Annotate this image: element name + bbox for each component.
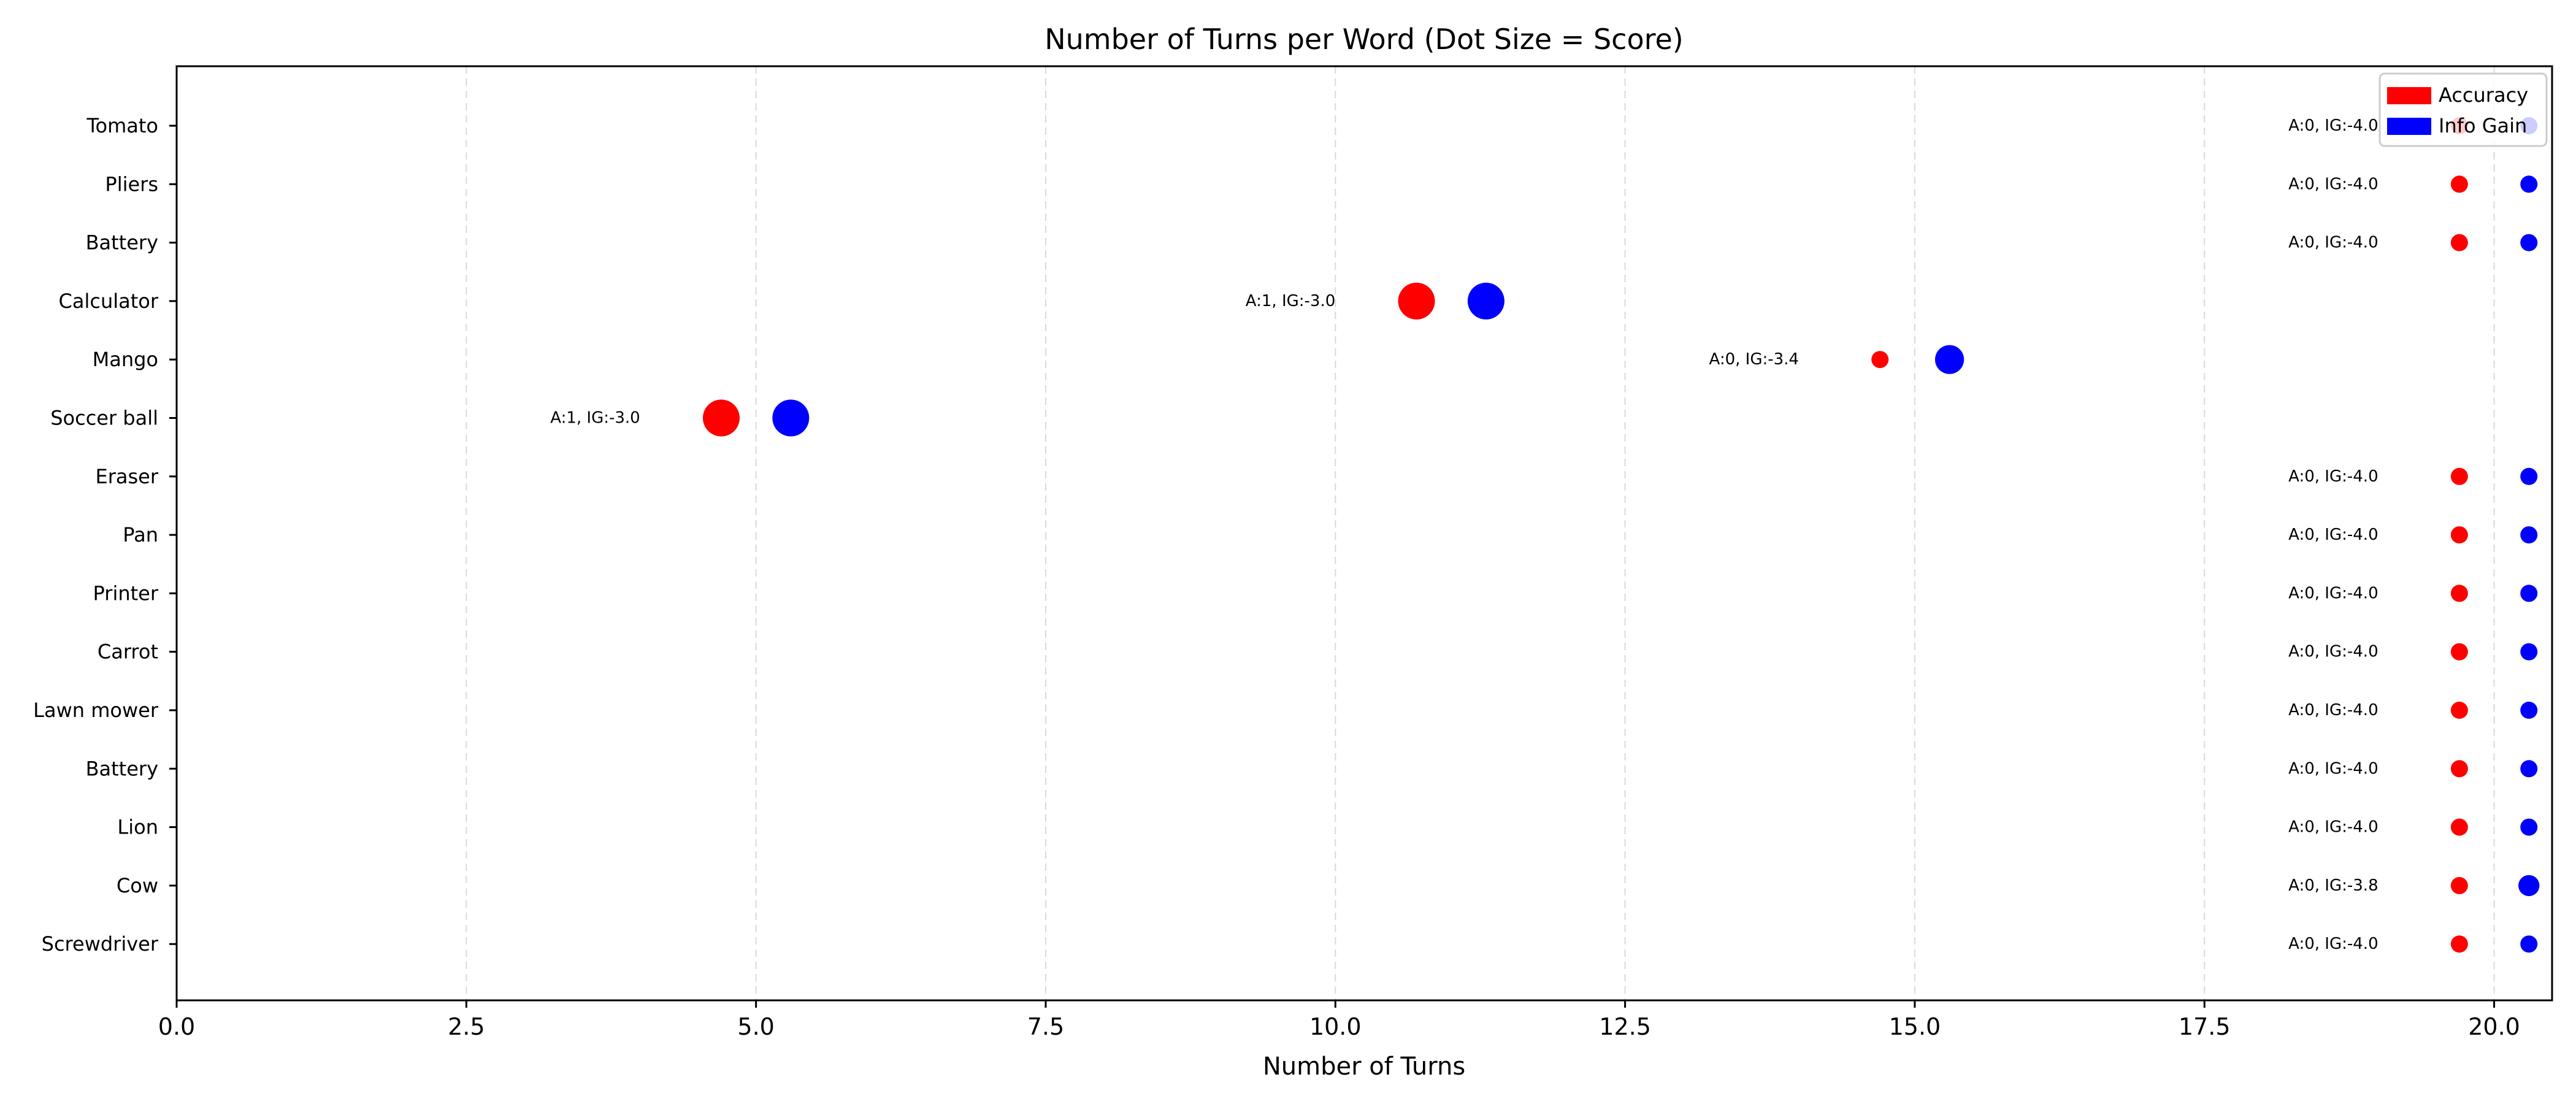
plot-frame bbox=[175, 65, 2553, 1002]
annotation-label: A:0, IG:-4.0 bbox=[2288, 117, 2378, 135]
x-axis-label: Number of Turns bbox=[1263, 1052, 1465, 1081]
annotation-label: A:0, IG:-3.4 bbox=[1709, 350, 1799, 369]
y-tick-label: Screwdriver bbox=[42, 932, 159, 956]
annotation-label: A:0, IG:-4.0 bbox=[2288, 526, 2378, 544]
info-gain-point bbox=[2520, 175, 2538, 193]
annotation-label: A:0, IG:-4.0 bbox=[2288, 643, 2378, 661]
grid bbox=[466, 66, 2495, 1000]
legend: Accuracy Info Gain bbox=[2379, 72, 2548, 147]
info-gain-point bbox=[2520, 760, 2538, 778]
annotation-label: A:0, IG:-4.0 bbox=[2288, 759, 2378, 778]
legend-swatch bbox=[2387, 118, 2431, 135]
x-axis: 0.0 2.5 5.0 7.5 10.0 12.5 15.0 17.5 20.0 bbox=[158, 1000, 2520, 1040]
y-tick-label: Pliers bbox=[105, 172, 158, 196]
accuracy-point bbox=[2450, 585, 2468, 602]
x-tick-label: 12.5 bbox=[1599, 1013, 1651, 1040]
accuracy-point bbox=[2450, 643, 2468, 661]
y-tick-label: Soccer ball bbox=[50, 407, 158, 430]
y-tick-label: Lion bbox=[117, 816, 158, 839]
annotation-label: A:0, IG:-4.0 bbox=[2288, 935, 2378, 953]
accuracy-point bbox=[2450, 760, 2468, 778]
accuracy-point bbox=[2450, 702, 2468, 719]
annotation-label: A:0, IG:-4.0 bbox=[2288, 818, 2378, 837]
y-tick-label: Mango bbox=[93, 348, 158, 371]
accuracy-point bbox=[702, 399, 740, 437]
info-gain-point bbox=[2520, 234, 2538, 251]
accuracy-point bbox=[2450, 234, 2468, 251]
info-gain-point bbox=[2520, 467, 2538, 485]
x-tick-label: 17.5 bbox=[2179, 1013, 2231, 1040]
y-tick-label: Carrot bbox=[98, 640, 158, 664]
annotation-label: A:0, IG:-4.0 bbox=[2288, 467, 2378, 486]
accuracy-point bbox=[2450, 526, 2468, 544]
annotation-label: A:0, IG:-4.0 bbox=[2288, 175, 2378, 193]
annotation-label: A:0, IG:-4.0 bbox=[2288, 234, 2378, 252]
accuracy-point bbox=[2450, 467, 2468, 485]
x-tick-label: 2.5 bbox=[448, 1013, 485, 1040]
legend-swatch bbox=[2387, 87, 2431, 104]
x-tick-label: 10.0 bbox=[1309, 1013, 1362, 1040]
accuracy-point bbox=[2450, 876, 2468, 894]
x-tick-label: 0.0 bbox=[158, 1013, 195, 1040]
data-points bbox=[702, 117, 2540, 953]
y-tick-label: Tomato bbox=[86, 114, 158, 137]
info-gain-point bbox=[2518, 875, 2540, 897]
y-tick-label: Cow bbox=[117, 874, 158, 897]
info-gain-point bbox=[1934, 345, 1965, 374]
annotation-label: A:0, IG:-3.8 bbox=[2288, 876, 2378, 895]
annotations: A:0, IG:-4.0 A:0, IG:-4.0 A:0, IG:-4.0 A:1,… bbox=[550, 117, 2378, 953]
x-tick-label: 5.0 bbox=[737, 1013, 774, 1040]
info-gain-point bbox=[2520, 818, 2538, 836]
y-tick-label: Eraser bbox=[96, 465, 159, 488]
x-tick-label: 15.0 bbox=[1889, 1013, 1941, 1040]
y-tick-label: Printer bbox=[93, 581, 159, 605]
annotation-label: A:0, IG:-4.0 bbox=[2288, 701, 2378, 719]
info-gain-point bbox=[2520, 702, 2538, 719]
y-tick-label: Battery bbox=[86, 757, 158, 780]
accuracy-point bbox=[2450, 175, 2468, 193]
accuracy-point bbox=[1871, 351, 1889, 369]
annotation-label: A:0, IG:-4.0 bbox=[2288, 584, 2378, 602]
y-tick-label: Calculator bbox=[59, 289, 159, 313]
annotation-label: A:1, IG:-3.0 bbox=[550, 409, 640, 427]
info-gain-point bbox=[1467, 282, 1505, 320]
accuracy-point bbox=[1398, 282, 1435, 320]
y-axis: Tomato Pliers Battery Calculator Mango Soccer… bbox=[33, 114, 177, 956]
x-tick-label: 20.0 bbox=[2468, 1013, 2520, 1040]
info-gain-point bbox=[2520, 526, 2538, 544]
info-gain-point bbox=[2520, 585, 2538, 602]
accuracy-point bbox=[2450, 818, 2468, 836]
y-tick-label: Pan bbox=[123, 523, 158, 546]
legend-label: Info Gain bbox=[2439, 114, 2527, 137]
accuracy-point bbox=[2450, 935, 2468, 953]
info-gain-point bbox=[2520, 935, 2538, 953]
y-tick-label: Lawn mower bbox=[33, 699, 159, 722]
info-gain-point bbox=[2520, 643, 2538, 661]
chart-title: Number of Turns per Word (Dot Size = Sco… bbox=[1045, 23, 1684, 56]
annotation-label: A:1, IG:-3.0 bbox=[1246, 292, 1335, 310]
legend-label: Accuracy bbox=[2439, 83, 2528, 107]
x-tick-label: 7.5 bbox=[1027, 1013, 1064, 1040]
y-tick-label: Battery bbox=[86, 231, 158, 255]
info-gain-point bbox=[772, 399, 810, 437]
